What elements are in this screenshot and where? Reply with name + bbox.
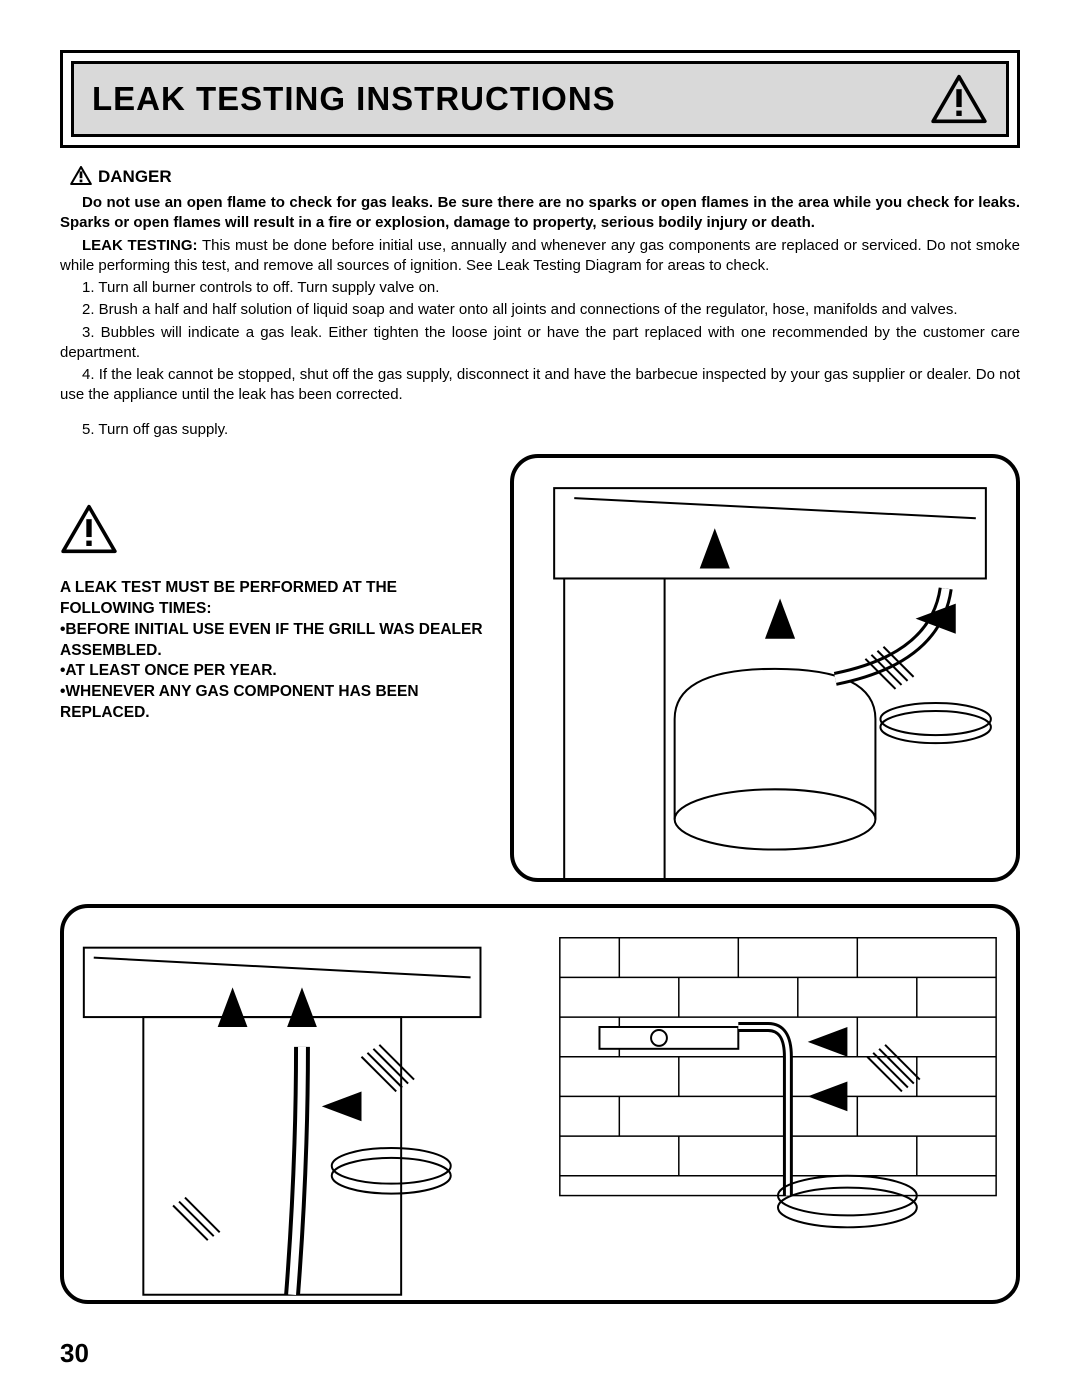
step-5: 5. Turn off gas supply. (60, 420, 1020, 440)
callout-column: A LEAK TEST MUST BE PERFORMED AT THE FOL… (60, 454, 490, 724)
warning-icon (60, 504, 118, 554)
warning-icon (930, 74, 988, 124)
title-outer-frame: LEAK TESTING INSTRUCTIONS (60, 50, 1020, 148)
leak-test-diagram-2 (60, 904, 1020, 1304)
callout-text: A LEAK TEST MUST BE PERFORMED AT THE FOL… (60, 578, 490, 724)
title-bar: LEAK TESTING INSTRUCTIONS (71, 61, 1009, 137)
danger-label: DANGER (98, 167, 172, 186)
step-3: 3. Bubbles will indicate a gas leak. Eit… (60, 323, 1020, 364)
warning-icon (70, 166, 92, 185)
mid-row: A LEAK TEST MUST BE PERFORMED AT THE FOL… (60, 454, 1020, 882)
step-4: 4. If the leak cannot be stopped, shut o… (60, 365, 1020, 406)
page-title: LEAK TESTING INSTRUCTIONS (92, 80, 616, 118)
leak-testing-paragraph: LEAK TESTING: This must be done before i… (60, 236, 1020, 277)
danger-paragraph: Do not use an open flame to check for ga… (60, 193, 1020, 234)
callout-line-3: •AT LEAST ONCE PER YEAR. (60, 661, 490, 682)
step-2: 2. Brush a half and half solution of liq… (60, 300, 1020, 320)
body-text: Do not use an open flame to check for ga… (60, 193, 1020, 440)
callout-line-2: •BEFORE INITIAL USE EVEN IF THE GRILL WA… (60, 620, 490, 662)
callout-line-4: •WHENEVER ANY GAS COMPONENT HAS BEEN REP… (60, 682, 490, 724)
leak-testing-label: LEAK TESTING: (82, 237, 198, 254)
callout-line-1: A LEAK TEST MUST BE PERFORMED AT THE FOL… (60, 578, 490, 620)
page-number: 30 (60, 1338, 89, 1369)
diagram-lineart-icon (64, 908, 1016, 1304)
step-1: 1. Turn all burner controls to off. Turn… (60, 278, 1020, 298)
leak-testing-text: This must be done before initial use, an… (60, 237, 1020, 274)
leak-test-diagram-1 (510, 454, 1020, 882)
diagram-lineart-icon (514, 458, 1016, 882)
danger-heading: DANGER (70, 166, 1020, 187)
